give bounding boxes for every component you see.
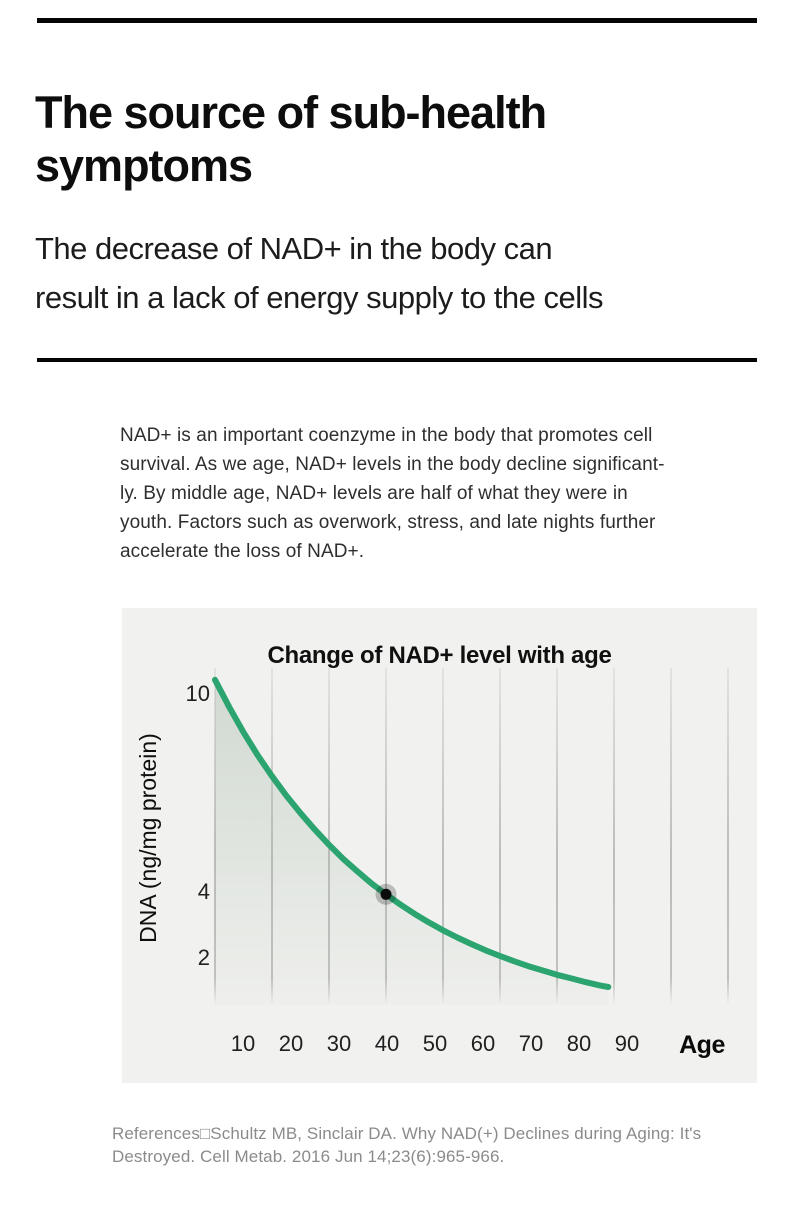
- x-tick-label: 70: [519, 1031, 543, 1056]
- page-title-line1: The source of sub-health: [35, 87, 547, 138]
- highlight-dot: [380, 888, 392, 900]
- page-subtitle: The decrease of NAD+ in the body can res…: [35, 224, 775, 322]
- x-tick-label: 40: [375, 1031, 399, 1056]
- page-subtitle-line1: The decrease of NAD+ in the body can: [35, 231, 553, 266]
- x-tick-label: 60: [471, 1031, 495, 1056]
- references-line2: Destroyed. Cell Metab. 2016 Jun 14;23(6)…: [112, 1147, 505, 1166]
- page-title-line2: symptoms: [35, 140, 253, 191]
- x-tick-label: 30: [327, 1031, 351, 1056]
- y-axis-title: DNA (ng/mg protein): [135, 733, 161, 943]
- intro-line: NAD+ is an important coenzyme in the bod…: [120, 425, 653, 446]
- curve-area-fill: [215, 679, 609, 1005]
- x-tick-label: 80: [567, 1031, 591, 1056]
- intro-line: youth. Factors such as overwork, stress,…: [120, 512, 656, 533]
- y-tick-label: 10: [186, 681, 210, 706]
- references-line1: References□Schultz MB, Sinclair DA. Why …: [112, 1124, 702, 1143]
- divider-rule: [37, 358, 757, 362]
- intro-paragraph: NAD+ is an important coenzyme in the bod…: [120, 421, 765, 566]
- nad-level-curve: [212, 676, 612, 990]
- intro-line: accelerate the loss of NAD+.: [120, 541, 365, 562]
- y-tick-label: 4: [198, 879, 210, 904]
- x-tick-label: 50: [423, 1031, 447, 1056]
- x-tick-label: 90: [615, 1031, 639, 1056]
- x-axis-title: Age: [679, 1031, 725, 1059]
- top-rule: [37, 18, 757, 23]
- axis-text-layer: 10 4 2 10 20 30 40 50 60 70 80 90 Age DNA (ng/mg prot…: [135, 681, 726, 1059]
- intro-line: survival. As we age, NAD+ levels in the …: [120, 454, 665, 475]
- y-tick-label: 2: [198, 945, 210, 970]
- chart-plot-area: 10 4 2 10 20 30 40 50 60 70 80 90 Age DNA (ng/mg prot…: [135, 668, 729, 1059]
- x-tick-label: 10: [231, 1031, 255, 1056]
- page-subtitle-line2: result in a lack of energy supply to the…: [35, 280, 604, 315]
- nad-age-chart: 10 4 2 10 20 30 40 50 60 70 80 90 Age DNA (ng/mg prot…: [122, 608, 757, 1083]
- page-title: The source of sub-health symptoms: [35, 86, 755, 192]
- intro-line: ly. By middle age, NAD+ levels are half …: [120, 483, 628, 504]
- references: References□Schultz MB, Sinclair DA. Why …: [112, 1122, 762, 1168]
- gridlines: [214, 668, 729, 1005]
- x-tick-label: 20: [279, 1031, 303, 1056]
- curve-layer: [212, 676, 612, 1005]
- chart-title: Change of NAD+ level with age: [267, 642, 612, 669]
